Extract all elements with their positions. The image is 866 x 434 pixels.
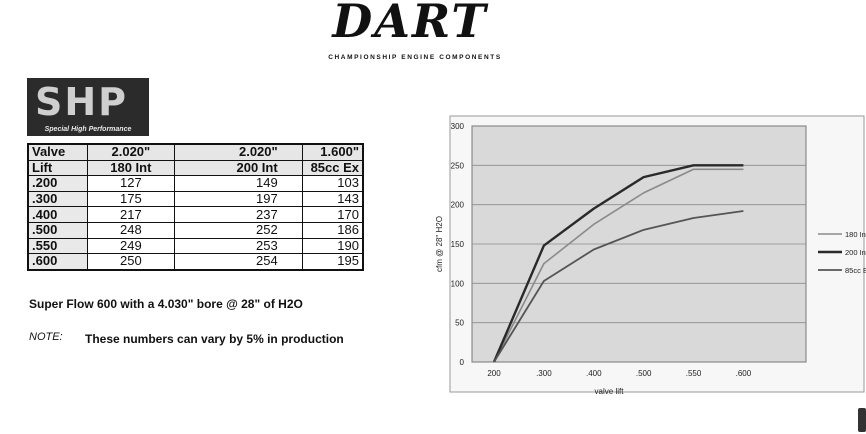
y-tick-label: 150 bbox=[451, 240, 465, 249]
header-cell: Lift bbox=[27, 159, 88, 177]
series-line bbox=[493, 210, 744, 363]
shp-letters: SHP bbox=[35, 80, 129, 124]
x-tick-label: .300 bbox=[536, 369, 552, 378]
table-cell: 249 bbox=[86, 237, 175, 255]
x-tick-label: .400 bbox=[586, 369, 602, 378]
table-cell: 217 bbox=[86, 206, 175, 223]
edge-artifact bbox=[858, 408, 866, 432]
x-tick-label: 200 bbox=[487, 369, 501, 378]
table-row: .400 217 237 170 bbox=[27, 206, 364, 223]
table-cell: 253 bbox=[173, 237, 303, 255]
table-header-row: Lift 180 Int 200 Int 85cc Ex bbox=[27, 159, 364, 177]
table-row: .500 248 252 186 bbox=[27, 221, 364, 239]
table-cell: 197 bbox=[173, 190, 303, 208]
table-cell: 170 bbox=[301, 206, 364, 223]
legend-label: 180 Int bbox=[845, 230, 866, 239]
series-line bbox=[493, 168, 744, 363]
table-cell: 175 bbox=[86, 190, 175, 208]
header-cell: 2.020" bbox=[86, 143, 175, 161]
table-cell: 103 bbox=[301, 175, 364, 192]
logo-wordmark: DART bbox=[332, 0, 488, 48]
y-tick-label: 100 bbox=[451, 279, 465, 288]
y-tick-label: 250 bbox=[451, 161, 465, 170]
table-row: .200 127 149 103 bbox=[27, 175, 364, 192]
table-cell: 149 bbox=[173, 175, 303, 192]
legend-label: 200 Int bbox=[845, 248, 866, 257]
lift-cell: .200 bbox=[27, 175, 88, 192]
x-tick-label: .500 bbox=[636, 369, 652, 378]
header-cell: 200 Int bbox=[173, 159, 303, 177]
x-tick-label: .550 bbox=[686, 369, 702, 378]
x-axis-label: valve lift bbox=[595, 387, 625, 396]
dart-logo: DART bbox=[310, 0, 510, 52]
y-tick-label: 200 bbox=[451, 201, 465, 210]
x-tick-label: .600 bbox=[736, 369, 752, 378]
legend-label: 85cc Ex bbox=[845, 266, 866, 275]
header-cell: 180 Int bbox=[86, 159, 175, 177]
y-tick-label: 0 bbox=[460, 358, 465, 367]
lift-cell: .500 bbox=[27, 221, 88, 239]
shp-subtitle: Special High Performance bbox=[44, 126, 132, 133]
table-row: .300 175 197 143 bbox=[27, 190, 364, 208]
y-tick-label: 50 bbox=[455, 319, 464, 328]
header-cell: 2.020" bbox=[173, 143, 303, 161]
table-cell: 186 bbox=[301, 221, 364, 239]
lift-cell: .300 bbox=[27, 190, 88, 208]
shp-badge: SHP Special High Performance bbox=[27, 78, 149, 136]
table-cell: 254 bbox=[173, 253, 303, 271]
flow-chart-svg: 0 50 100 150 200 250 300 200 .300 .400 .500 .550 .60… bbox=[435, 115, 866, 396]
bench-note: Super Flow 600 with a 4.030" bore @ 28" … bbox=[29, 297, 303, 311]
header-cell: Valve bbox=[27, 143, 88, 161]
note-label: NOTE: bbox=[29, 331, 63, 343]
table-cell: 250 bbox=[86, 253, 175, 271]
series-line bbox=[492, 164, 744, 363]
table-row: .550 249 253 190 bbox=[27, 237, 364, 255]
lift-cell: .400 bbox=[27, 206, 88, 223]
flow-chart: 0 50 100 150 200 250 300 200 .300 .400 .500 .550 .60… bbox=[422, 108, 866, 418]
note-text: These numbers can vary by 5% in producti… bbox=[85, 332, 344, 346]
table-cell: 248 bbox=[86, 221, 175, 239]
flow-table: Valve 2.020" 2.020" 1.600" Lift 180 Int … bbox=[27, 143, 364, 271]
table-row: .600 250 254 195 bbox=[27, 253, 364, 271]
table-cell: 190 bbox=[301, 237, 364, 255]
table-cell: 195 bbox=[301, 253, 364, 271]
table-cell: 237 bbox=[173, 206, 303, 223]
logo-tagline: CHAMPIONSHIP ENGINE COMPONENTS bbox=[328, 54, 502, 61]
lift-cell: .550 bbox=[27, 237, 88, 255]
header-cell: 85cc Ex bbox=[301, 159, 364, 177]
table-cell: 252 bbox=[173, 221, 303, 239]
lift-cell: .600 bbox=[27, 253, 88, 271]
y-axis-label: cfm @ 28" H2O bbox=[435, 216, 444, 272]
y-tick-label: 300 bbox=[451, 122, 465, 131]
table-cell: 127 bbox=[86, 175, 175, 192]
table-header-row: Valve 2.020" 2.020" 1.600" bbox=[27, 143, 364, 161]
table-cell: 143 bbox=[301, 190, 364, 208]
header-cell: 1.600" bbox=[301, 143, 364, 161]
